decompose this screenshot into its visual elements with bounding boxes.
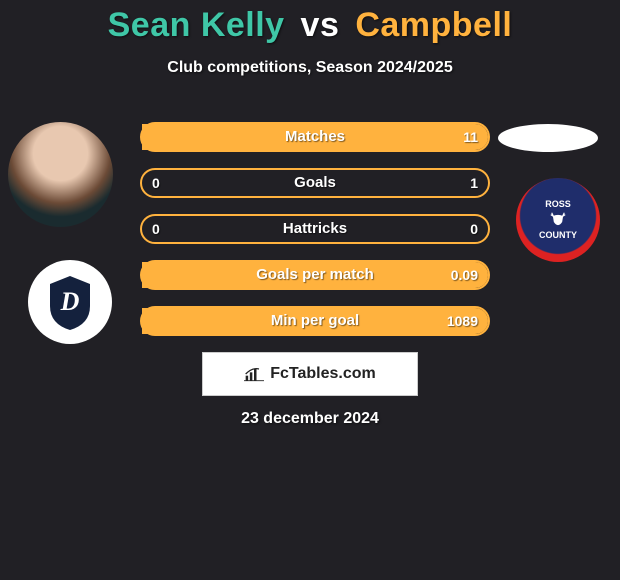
dundee-crest-icon: D [40,272,100,332]
comparison-card: Sean Kelly vs Campbell Club competitions… [0,0,620,580]
attribution-text: FcTables.com [270,365,376,383]
stat-value-right: 1 [470,170,478,196]
stat-row-goals-per-match: Goals per match 0.09 [140,260,490,290]
stat-value-right: 11 [463,124,478,150]
ross-county-crest-icon: ROSS COUNTY [539,200,577,240]
stat-label: Goals [142,170,488,196]
card-title: Sean Kelly vs Campbell [0,6,620,45]
stats-list: Matches 11 0 Goals 1 0 Hattricks 0 Goals… [140,122,490,352]
player1-photo [8,122,113,227]
stat-row-goals: 0 Goals 1 [140,168,490,198]
player2-club-crest: ROSS COUNTY [516,178,600,262]
generation-date: 23 december 2024 [0,410,620,428]
stat-row-min-per-goal: Min per goal 1089 [140,306,490,336]
stat-label: Matches [142,124,488,150]
stat-label: Goals per match [142,262,488,288]
svg-text:D: D [60,287,80,316]
vs-text: vs [301,6,340,44]
player1-name: Sean Kelly [108,6,285,44]
attribution-badge[interactable]: FcTables.com [202,352,418,396]
stag-icon [547,211,569,229]
stat-value-right: 0.09 [451,262,478,288]
card-subtitle: Club competitions, Season 2024/2025 [0,59,620,77]
player1-club-crest: D [28,260,112,344]
stat-row-hattricks: 0 Hattricks 0 [140,214,490,244]
stat-label: Hattricks [142,216,488,242]
stat-value-right: 1089 [447,308,478,334]
bar-chart-icon [244,365,264,383]
stat-row-matches: Matches 11 [140,122,490,152]
stat-label: Min per goal [142,308,488,334]
player2-photo [498,124,598,152]
stat-value-right: 0 [470,216,478,242]
player2-name: Campbell [355,6,512,44]
